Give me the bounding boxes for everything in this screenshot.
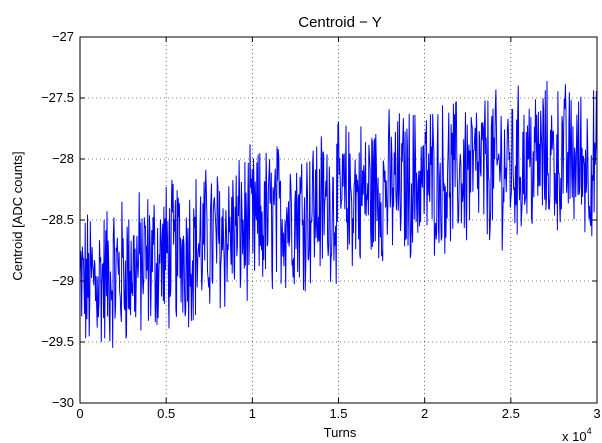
chart-title: Centroid − Y bbox=[298, 14, 382, 31]
y-tick-label: −27.5 bbox=[41, 90, 74, 105]
y-tick-label: −28.5 bbox=[41, 212, 74, 227]
axes-box bbox=[79, 36, 598, 404]
x-tick-label: 3 bbox=[593, 406, 600, 421]
x-tick-label: 0.5 bbox=[157, 406, 175, 421]
y-tick-label: −27 bbox=[52, 29, 74, 44]
x-tick-label: 2.5 bbox=[502, 406, 520, 421]
plot-area: 0 0.5 1 1.5 2 2.5 3 −30 −29.5 −29 −28.5 −28 −27.5 −27 bbox=[41, 29, 601, 421]
x-tick-label: 1 bbox=[249, 406, 256, 421]
y-axis-label: Centroid [ADC counts] bbox=[10, 151, 25, 280]
series-line bbox=[79, 80, 598, 348]
x-tick-label: 1.5 bbox=[329, 406, 347, 421]
x-tick-label: 0 bbox=[76, 406, 83, 421]
y-tick-label: −30 bbox=[52, 395, 74, 410]
y-tick-label: −29.5 bbox=[41, 334, 74, 349]
x-exponent: x 104 bbox=[562, 426, 592, 443]
x-tick-label: 2 bbox=[421, 406, 428, 421]
x-axis-label: Turns bbox=[324, 425, 357, 440]
y-tick-label: −28 bbox=[52, 151, 74, 166]
y-tick-label: −29 bbox=[52, 273, 74, 288]
